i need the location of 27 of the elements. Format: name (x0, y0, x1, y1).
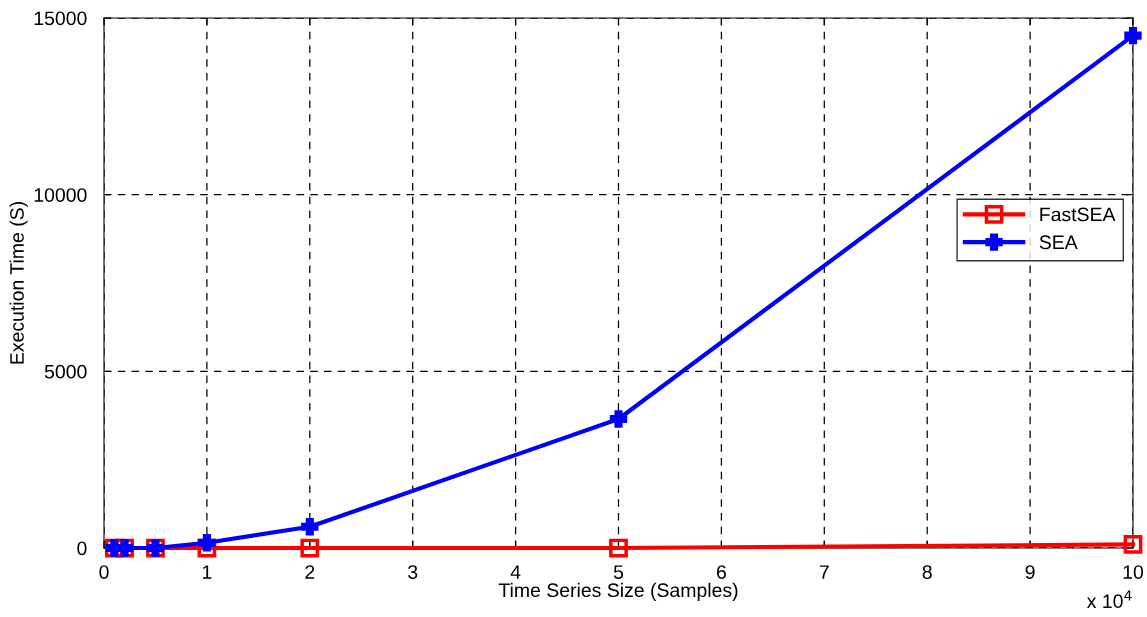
point (1124, 26, 1142, 45)
point (301, 518, 319, 536)
x-tick-label: 10 (1123, 565, 1144, 579)
x-tick-label: 2 (305, 565, 315, 579)
x-tick-label: 1 (202, 565, 212, 579)
y-tick-label: 5000 (44, 364, 87, 379)
y-axis-title: Execution Time (S) (9, 202, 28, 364)
legend-label: FastSEA (1040, 207, 1116, 222)
x-tick-label: 6 (716, 565, 726, 579)
text: x 10$^{4}$ (1086, 590, 1132, 609)
point (198, 534, 216, 552)
point (609, 410, 628, 428)
legend-label: SEA (1039, 235, 1078, 250)
y-tick-label: 0 (77, 541, 87, 556)
x-tick-label: 8 (922, 565, 932, 579)
y-tick-label: 15000 (34, 11, 87, 26)
x-tick-label: 5 (613, 565, 624, 579)
x-axis-title: Time Series Size (Samples) (498, 582, 738, 601)
point (300, 538, 320, 558)
x-tick-label: 9 (1025, 565, 1035, 579)
x-tick-label: 7 (819, 565, 829, 579)
x-tick-label: 0 (99, 565, 109, 579)
point (609, 538, 628, 558)
point (1123, 535, 1143, 554)
x-tick-label: 4 (510, 565, 521, 579)
x-tick-label: 3 (408, 565, 418, 579)
y-tick-label: 10000 (34, 188, 87, 202)
